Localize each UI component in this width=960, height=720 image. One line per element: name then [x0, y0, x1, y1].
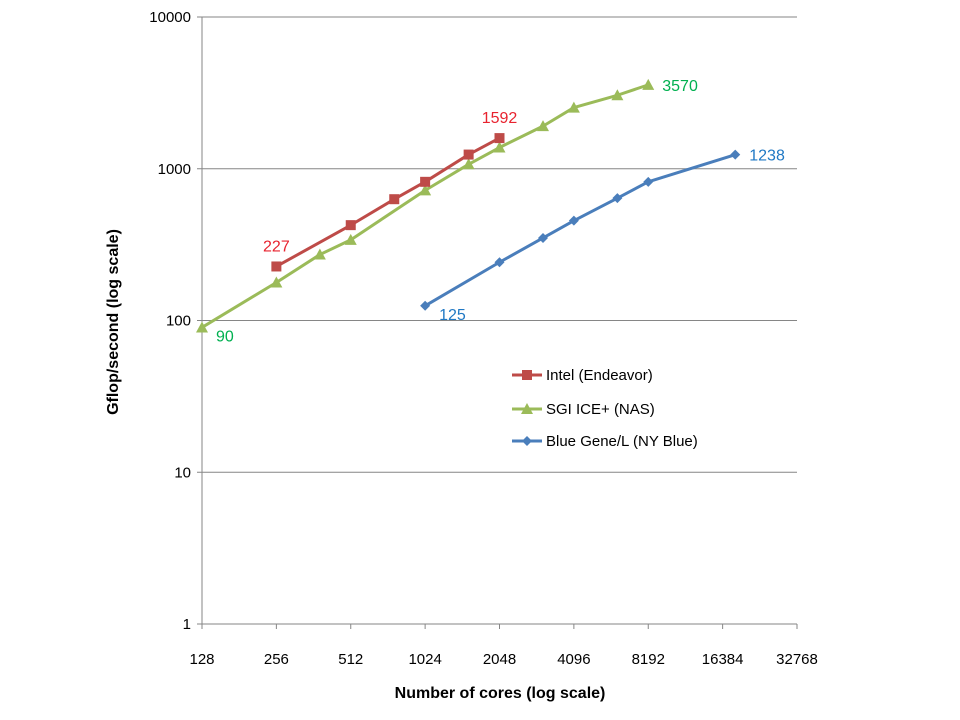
data-label: 1238 [749, 148, 785, 165]
data-point [494, 257, 505, 268]
data-label: 125 [439, 307, 466, 324]
series-line [275, 136, 501, 268]
data-point [642, 78, 655, 90]
series-line [424, 153, 736, 308]
x-tick-label: 16384 [702, 651, 744, 668]
data-point [494, 133, 505, 144]
data-point [345, 220, 356, 231]
x-tick-label: 128 [189, 651, 214, 668]
data-label: 3570 [662, 78, 698, 95]
legend-marker [522, 436, 532, 446]
legend-item: Blue Gene/L (NY Blue) [512, 433, 698, 450]
data-point [537, 120, 550, 132]
series-group [196, 78, 741, 333]
y-tick-label: 100 [166, 313, 191, 330]
x-tick-labels: 128 256 512 1024 2048 4096 8192 16384 32768 [189, 651, 817, 668]
x-tick-label: 1024 [408, 651, 441, 668]
data-point [196, 321, 208, 333]
y-tick-label: 1000 [158, 161, 191, 178]
legend-item: Intel (Endeavor) [512, 367, 653, 384]
y-tick-label: 10 [174, 464, 191, 481]
data-labels: 125 1238 90 3570 227 1592 [216, 78, 785, 346]
data-point [568, 215, 579, 226]
x-tick-label: 256 [264, 651, 289, 668]
data-point [612, 193, 623, 204]
x-tick-label: 32768 [776, 651, 818, 668]
series-line [201, 83, 649, 329]
x-tick-label: 8192 [632, 651, 665, 668]
gridlines [202, 16, 797, 625]
data-point [313, 248, 326, 260]
data-label: 90 [216, 328, 234, 345]
legend-label: Blue Gene/L (NY Blue) [546, 433, 698, 450]
legend-item: SGI ICE+ (NAS) [512, 401, 655, 418]
y-tick-labels: 1 10 100 1000 10000 [149, 9, 191, 633]
data-point [730, 149, 741, 160]
data-point [389, 194, 400, 205]
axes [197, 16, 798, 629]
legend-marker [522, 370, 532, 380]
data-point [643, 176, 654, 187]
data-label: 1592 [482, 110, 518, 127]
legend-label: Intel (Endeavor) [546, 367, 653, 384]
legend: Intel (Endeavor) SGI ICE+ (NAS) Blue Gene/… [512, 367, 698, 450]
data-point [462, 158, 475, 170]
data-point [493, 141, 506, 153]
y-tick-label: 10000 [149, 9, 191, 26]
data-point [419, 184, 432, 196]
legend-marker [521, 403, 533, 414]
data-point [463, 149, 474, 160]
data-point [420, 300, 431, 311]
y-axis-title: Gflop/second (log scale) [105, 229, 122, 415]
data-point [567, 101, 580, 113]
x-tick-label: 4096 [557, 651, 590, 668]
y-tick-label: 1 [183, 616, 191, 633]
data-point [420, 176, 431, 187]
series-2 [420, 149, 741, 311]
x-axis-title: Number of cores (log scale) [395, 685, 606, 702]
legend-label: SGI ICE+ (NAS) [546, 401, 655, 418]
series-1 [196, 78, 655, 333]
x-tick-label: 2048 [483, 651, 516, 668]
series-0 [271, 133, 505, 272]
data-point [271, 261, 282, 272]
data-label: 227 [263, 238, 290, 255]
data-point [344, 233, 357, 245]
data-point [270, 276, 283, 288]
data-point [538, 232, 549, 243]
x-tick-label: 512 [338, 651, 363, 668]
data-point [611, 89, 624, 101]
